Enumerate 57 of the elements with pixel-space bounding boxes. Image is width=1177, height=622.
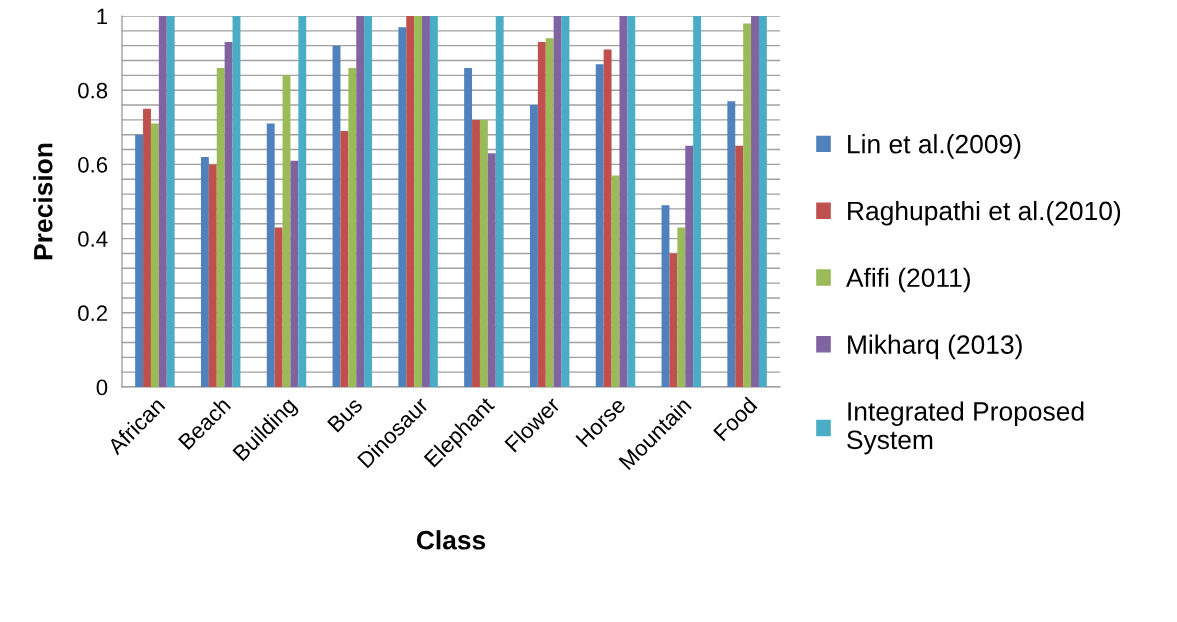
bar <box>595 64 604 387</box>
legend-label: Lin et al.(2009) <box>848 134 1021 159</box>
bar <box>406 16 415 387</box>
legend-label: Mikharq (2013) <box>848 334 1022 360</box>
bar <box>677 227 686 387</box>
bar <box>619 16 628 387</box>
bar <box>348 67 357 387</box>
bar <box>429 16 438 387</box>
bar <box>529 105 538 387</box>
y-tick-label: 0.4 <box>78 231 108 247</box>
y-tick-label: 1 <box>97 8 108 25</box>
bar <box>208 164 217 387</box>
bar <box>340 131 349 387</box>
bar <box>150 123 159 387</box>
bar <box>464 67 473 387</box>
legend-label: Afifi (2011) <box>845 267 970 293</box>
bar <box>414 16 423 387</box>
bar <box>166 16 175 387</box>
bar <box>290 160 299 387</box>
bar <box>669 253 678 387</box>
y-axis-title: Precision <box>33 143 53 260</box>
bar <box>422 16 430 387</box>
bar <box>274 227 283 387</box>
bar <box>216 67 225 387</box>
bar <box>487 153 496 387</box>
bar <box>751 16 759 387</box>
y-tick-label: 0.2 <box>78 305 107 322</box>
bar <box>553 16 562 387</box>
y-tick-label: 0.8 <box>78 82 108 99</box>
bar <box>685 145 694 387</box>
bar <box>143 108 151 387</box>
legend-label: Raghupathi et al.(2010) <box>848 200 1121 226</box>
bar <box>758 16 767 387</box>
bar <box>158 16 167 387</box>
legend-label: Integrated Proposed System <box>847 401 1084 455</box>
bar <box>298 16 307 387</box>
bar <box>545 38 554 387</box>
y-tick-label: 0.6 <box>78 156 108 173</box>
bar <box>472 119 480 387</box>
bar <box>356 16 365 387</box>
bar <box>627 16 636 387</box>
bar <box>200 156 209 387</box>
bar <box>495 16 504 387</box>
bar <box>364 16 373 387</box>
bar <box>135 134 144 387</box>
bar <box>693 16 702 387</box>
bar <box>727 101 736 387</box>
bar <box>735 145 744 387</box>
x-axis-title: Class <box>416 530 486 550</box>
bar <box>224 41 233 387</box>
bar <box>537 41 546 387</box>
bar <box>266 123 275 387</box>
bar <box>743 23 752 387</box>
y-tick-label: 0 <box>96 379 108 396</box>
bar <box>398 27 407 387</box>
bar <box>603 49 612 387</box>
bar <box>479 119 488 387</box>
